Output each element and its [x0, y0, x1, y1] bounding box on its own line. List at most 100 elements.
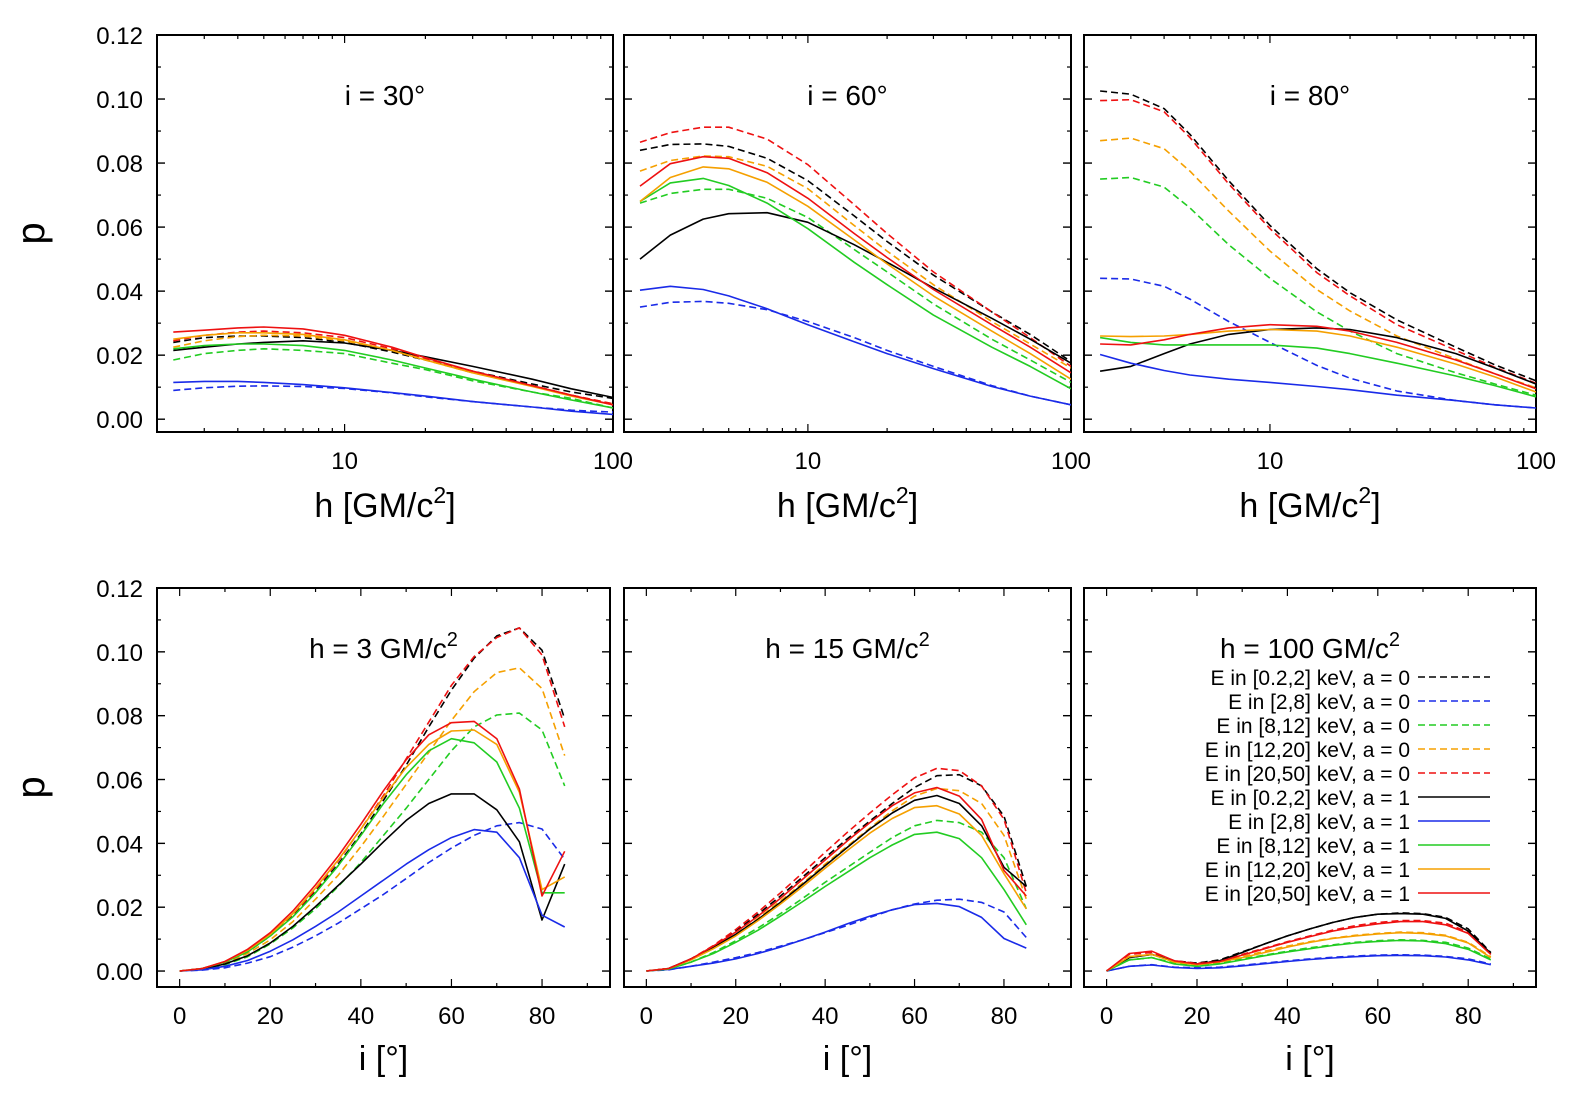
y-tick-label: 0.10 — [96, 640, 143, 667]
y-tick-label: 0.02 — [96, 895, 143, 922]
series-line-e5-a1 — [173, 326, 613, 406]
x-tick-label: 40 — [812, 1003, 839, 1030]
series-line-e5-a1 — [646, 786, 1027, 972]
series-line-e3-a0 — [1100, 176, 1536, 396]
y-tick-label: 0.06 — [96, 768, 143, 795]
legend-label: E in [20,50] keV, a = 1 — [1205, 883, 1410, 906]
panel-title: h = 3 GM/c2 — [309, 629, 458, 664]
series-group — [1106, 912, 1492, 972]
legend: E in [0.2,2] keV, a = 0E in [2,8] keV, a… — [1205, 667, 1490, 906]
plot-frame — [623, 34, 1072, 433]
x-tick-label: 10 — [331, 448, 358, 475]
panel-title: i = 60° — [807, 80, 887, 111]
legend-label: E in [12,20] keV, a = 1 — [1205, 859, 1410, 882]
y-tick-label: 0.12 — [96, 23, 143, 50]
legend-label: E in [8,12] keV, a = 1 — [1216, 835, 1410, 858]
x-tick-label: 40 — [1274, 1003, 1301, 1030]
series-line-e2-a1 — [639, 285, 1071, 406]
x-tick-label: 100 — [1051, 448, 1091, 475]
series-line-e4-a1 — [173, 332, 613, 406]
series-line-e3-a1 — [1106, 939, 1492, 972]
series-line-e5-a1 — [1106, 920, 1492, 972]
series-line-e4-a0 — [1100, 137, 1536, 389]
series-line-e2-a0 — [179, 821, 566, 972]
y-tick-label: 0.00 — [96, 959, 143, 986]
series-line-e5-a1 — [179, 720, 566, 972]
series-line-e2-a0 — [646, 898, 1027, 972]
series-line-e1-a0 — [173, 335, 613, 400]
series-line-e1-a1 — [179, 793, 566, 972]
plot-frame — [1083, 587, 1537, 988]
series-line-e5-a1 — [639, 155, 1071, 374]
y-axis-label: p — [9, 776, 53, 798]
series-line-e2-a1 — [646, 902, 1027, 972]
series-line-e4-a0 — [173, 334, 613, 405]
x-tick-label: 10 — [795, 448, 822, 475]
series-line-e4-a1 — [179, 729, 566, 972]
series-line-e2-a1 — [1099, 353, 1536, 409]
panel-6: 0 20 40 60 80 i [°] h = 100 GM/c2 — [1083, 587, 1537, 1078]
legend-label: E in [8,12] keV, a = 0 — [1216, 715, 1410, 738]
panel-2: 10 100 h [GM/c2] i = 60° — [623, 34, 1091, 525]
series-line-e3-a1 — [1099, 336, 1536, 398]
x-tick-label: 40 — [347, 1003, 374, 1030]
y-tick-label: 0.02 — [96, 343, 143, 370]
x-tick-label: 80 — [1455, 1003, 1482, 1030]
x-tick-label: 20 — [1184, 1003, 1211, 1030]
series-line-e4-a1 — [646, 804, 1027, 972]
series-line-e3-a0 — [179, 712, 566, 972]
series-line-e5-a0 — [1100, 98, 1536, 385]
series-line-e5-a0 — [639, 126, 1071, 368]
series-line-e1-a1 — [639, 211, 1071, 364]
series-line-e3-a1 — [646, 831, 1027, 972]
series-line-e1-a0 — [1100, 90, 1536, 382]
series-line-e5-a0 — [646, 767, 1028, 972]
series-line-e1-a0 — [179, 627, 566, 972]
legend-label: E in [20,50] keV, a = 0 — [1205, 763, 1410, 786]
series-line-e1-a0 — [639, 143, 1071, 363]
y-tick-label: 0.06 — [96, 215, 143, 242]
legend-label: E in [2,8] keV, a = 1 — [1228, 811, 1410, 834]
y-tick-label: 0.08 — [96, 151, 143, 178]
panel-4: 0.00 0.02 0.04 0.06 0.08 0.10 0.12 0 20 40 60 80 i [… — [9, 576, 611, 1078]
series-line-e1-a1 — [646, 794, 1027, 972]
x-tick-label: 100 — [593, 448, 633, 475]
x-axis-label: h [GM/c2] — [1239, 482, 1380, 525]
x-tick-label: 60 — [1364, 1003, 1391, 1030]
legend-label: E in [0.2,2] keV, a = 0 — [1211, 667, 1410, 690]
series-line-e2-a1 — [179, 828, 566, 972]
series-group — [639, 126, 1071, 406]
series-line-e3-a1 — [173, 343, 613, 409]
legend-label: E in [2,8] keV, a = 0 — [1228, 691, 1410, 714]
x-axis-label: i [°] — [823, 1040, 873, 1078]
y-tick-label: 0.04 — [96, 279, 143, 306]
x-tick-label: 0 — [640, 1003, 653, 1030]
x-tick-label: 80 — [529, 1003, 556, 1030]
x-tick-label: 60 — [438, 1003, 465, 1030]
plot-frame — [623, 587, 1072, 988]
series-line-e2-a1 — [173, 380, 613, 416]
series-line-e3-a1 — [639, 177, 1071, 390]
series-group — [173, 326, 613, 416]
y-axis-label: p — [9, 222, 53, 244]
series-line-e2-a1 — [1106, 954, 1491, 972]
series-line-e2-a0 — [1100, 277, 1536, 409]
series-line-e3-a1 — [179, 737, 565, 972]
x-tick-label: 20 — [722, 1003, 749, 1030]
series-line-e1-a0 — [646, 773, 1028, 972]
panel-5: 0 20 40 60 80 i [°] h = 15 GM/c2 — [623, 587, 1072, 1078]
series-line-e5-a0 — [1106, 919, 1492, 972]
x-tick-label: 20 — [257, 1003, 284, 1030]
series-line-e4-a0 — [639, 155, 1071, 369]
x-tick-label: 60 — [901, 1003, 928, 1030]
x-axis-label: h [GM/c2] — [777, 482, 918, 525]
y-tick-label: 0.10 — [96, 87, 143, 114]
x-tick-label: 100 — [1516, 448, 1556, 475]
x-axis-label: i [°] — [359, 1040, 409, 1078]
series-line-e5-a0 — [179, 627, 566, 972]
series-group — [179, 627, 566, 972]
series-line-e4-a0 — [179, 667, 566, 972]
series-line-e4-a1 — [1100, 328, 1536, 393]
series-group — [646, 767, 1028, 972]
